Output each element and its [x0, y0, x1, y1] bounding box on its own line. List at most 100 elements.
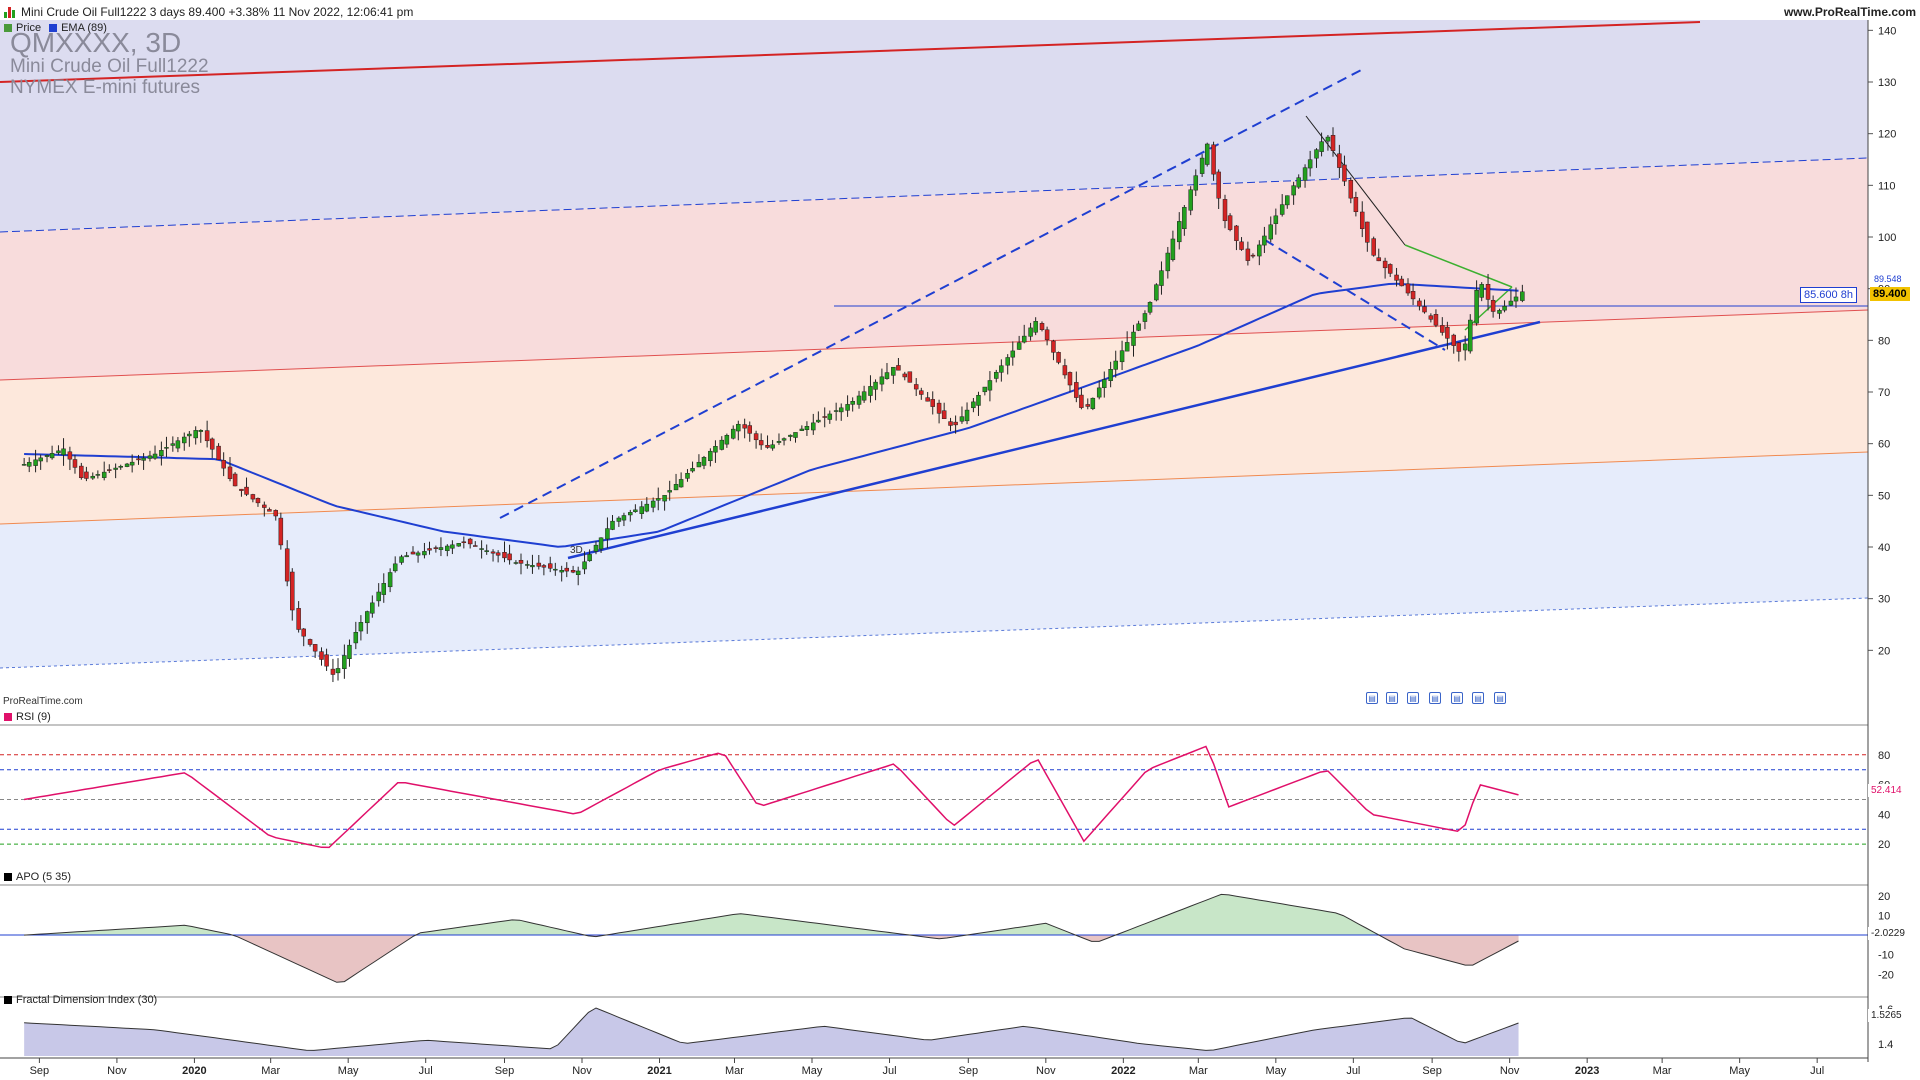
- candle-body: [1234, 225, 1239, 241]
- candle-body: [1119, 350, 1125, 363]
- candle-body: [650, 500, 656, 508]
- y-tick-label: 60: [1878, 439, 1890, 451]
- candle-body: [461, 541, 467, 543]
- candle-body: [536, 562, 542, 567]
- candle-body: [964, 409, 970, 422]
- candle-body: [1285, 195, 1290, 206]
- candle-body: [262, 504, 267, 508]
- candle-body: [673, 484, 679, 491]
- candle-body: [1193, 175, 1199, 191]
- candle-body: [182, 436, 187, 444]
- apo-series: [24, 893, 1519, 983]
- candle-body: [170, 443, 176, 446]
- apo-legend[interactable]: APO (5 35): [4, 871, 71, 883]
- candle-body: [387, 572, 393, 588]
- x-tick-label: Jul: [1810, 1065, 1824, 1077]
- legend-ema: EMA (89): [61, 22, 107, 34]
- candle-body: [559, 570, 564, 573]
- candle-body: [324, 654, 329, 667]
- candle-body: [1451, 334, 1456, 346]
- candle-body: [713, 446, 718, 453]
- candle-body: [1177, 221, 1182, 243]
- candle-body: [822, 416, 827, 418]
- app-logo-icon: [4, 6, 16, 18]
- candle-body: [1456, 342, 1462, 352]
- candle-body: [141, 457, 146, 461]
- candle-body: [1021, 335, 1027, 343]
- candle-body: [770, 444, 775, 449]
- candle-body: [1348, 180, 1354, 199]
- candle-body: [1211, 144, 1216, 175]
- event-icon[interactable]: ▤: [1386, 692, 1398, 704]
- candle-body: [456, 543, 461, 547]
- candle-body: [788, 434, 793, 437]
- candle-body: [1124, 342, 1130, 352]
- event-icon[interactable]: ▤: [1451, 692, 1463, 704]
- candle-body: [1382, 260, 1388, 269]
- event-icon[interactable]: ▤: [1429, 692, 1441, 704]
- apo-value-tag: -2.0229: [1868, 927, 1908, 940]
- candle-body: [747, 425, 752, 434]
- candle-body: [404, 555, 409, 558]
- candle-body: [1108, 369, 1113, 381]
- fdi-color-swatch: [4, 996, 12, 1004]
- candle-body: [976, 395, 981, 406]
- candle-body: [1165, 252, 1171, 272]
- candle-body: [1497, 310, 1502, 314]
- candle-body: [833, 410, 839, 412]
- candle-body: [736, 423, 741, 432]
- candle-body: [278, 517, 284, 546]
- x-tick-label: Nov: [1036, 1065, 1056, 1077]
- event-icon[interactable]: ▤: [1366, 692, 1378, 704]
- x-tick-label: Mar: [1189, 1065, 1208, 1077]
- candle-body: [198, 430, 204, 432]
- x-tick-label: May: [1265, 1065, 1286, 1077]
- event-icon[interactable]: ▤: [1494, 692, 1506, 704]
- candle-body: [21, 464, 27, 466]
- candle-body: [473, 545, 478, 547]
- legend-price: Price: [16, 22, 42, 34]
- candle-body: [502, 552, 507, 559]
- panel-tick-label: 20: [1878, 839, 1890, 851]
- y-tick-label: 140: [1878, 25, 1896, 37]
- rsi-legend[interactable]: RSI (9): [4, 711, 51, 723]
- candle-body: [38, 457, 43, 462]
- candle-body: [484, 550, 489, 552]
- candle-body: [152, 453, 158, 459]
- candle-body: [56, 450, 61, 454]
- candle-body: [1462, 343, 1468, 351]
- candle-body: [495, 552, 501, 556]
- x-tick-label: Jul: [419, 1065, 433, 1077]
- candle-body: [655, 498, 661, 501]
- fdi-legend[interactable]: Fractal Dimension Index (30): [4, 994, 157, 1006]
- candle-body: [450, 544, 455, 549]
- x-tick-label: Sep: [495, 1065, 515, 1077]
- candle-body: [742, 424, 747, 429]
- price-legend[interactable]: Price EMA (89): [4, 22, 107, 34]
- event-icon[interactable]: ▤: [1472, 692, 1484, 704]
- candle-body: [312, 644, 318, 652]
- candle-body: [1353, 197, 1359, 213]
- candle-body: [873, 381, 878, 390]
- candle-body: [370, 602, 375, 614]
- candle-body: [1371, 238, 1376, 256]
- candle-body: [204, 430, 210, 442]
- candle-body: [330, 668, 336, 675]
- candle-body: [1325, 136, 1331, 142]
- candle-body: [582, 561, 587, 570]
- candle-body: [84, 471, 89, 479]
- candle-body: [605, 528, 610, 540]
- candle-body: [701, 457, 707, 466]
- candle-body: [1033, 321, 1038, 333]
- drawn-trendlines[interactable]: [0, 21, 1869, 669]
- candle-body: [1131, 331, 1136, 346]
- candle-body: [1394, 274, 1399, 281]
- candle-body: [1062, 365, 1068, 376]
- candle-body: [610, 520, 615, 530]
- event-icon[interactable]: ▤: [1407, 692, 1419, 704]
- y-tick-label: 130: [1878, 77, 1896, 89]
- watermark-desc: NYMEX E-mini futures: [10, 77, 201, 98]
- candle-body: [284, 548, 290, 582]
- site-link[interactable]: www.ProRealTime.com: [1783, 5, 1916, 19]
- candle-body: [479, 548, 484, 550]
